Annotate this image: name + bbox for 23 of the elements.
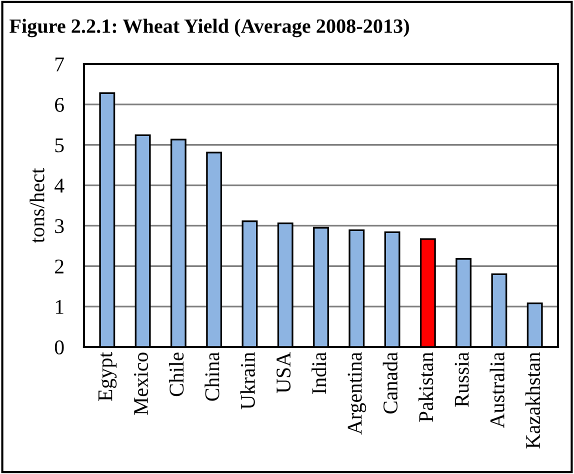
y-tick-label: 0 bbox=[54, 340, 64, 354]
chart-title: Figure 2.2.1: Wheat Yield (Average 2008-2013) bbox=[10, 18, 409, 38]
x-tick-label: Pakistan bbox=[418, 352, 434, 422]
x-tick-label: India bbox=[312, 352, 326, 394]
y-tick-label: 4 bbox=[54, 178, 64, 193]
y-tick-label: 3 bbox=[55, 219, 64, 234]
y-tick-label: 5 bbox=[55, 138, 64, 152]
y-tick-label: 2 bbox=[55, 260, 64, 274]
x-tick-label: Argentina bbox=[348, 352, 366, 435]
x-tick-label: Chile bbox=[168, 352, 184, 396]
x-tick-label: Australia bbox=[490, 352, 504, 428]
y-axis-title: tons/hect bbox=[30, 168, 44, 243]
x-tick-label: Mexico bbox=[134, 352, 148, 415]
x-tick-label: Russia bbox=[454, 352, 469, 407]
x-tick-label: Ukrain bbox=[240, 352, 255, 410]
y-tick-label: 6 bbox=[55, 98, 64, 112]
x-tick-label: USA bbox=[276, 352, 291, 394]
x-tick-label: Kazakhstan bbox=[525, 352, 540, 448]
y-tick-label: 7 bbox=[56, 58, 64, 72]
x-tick-label: Egypt bbox=[98, 352, 117, 402]
y-tick-label: 1 bbox=[56, 300, 64, 314]
x-tick-label: Canada bbox=[382, 352, 398, 414]
x-tick-label: China bbox=[204, 352, 220, 401]
